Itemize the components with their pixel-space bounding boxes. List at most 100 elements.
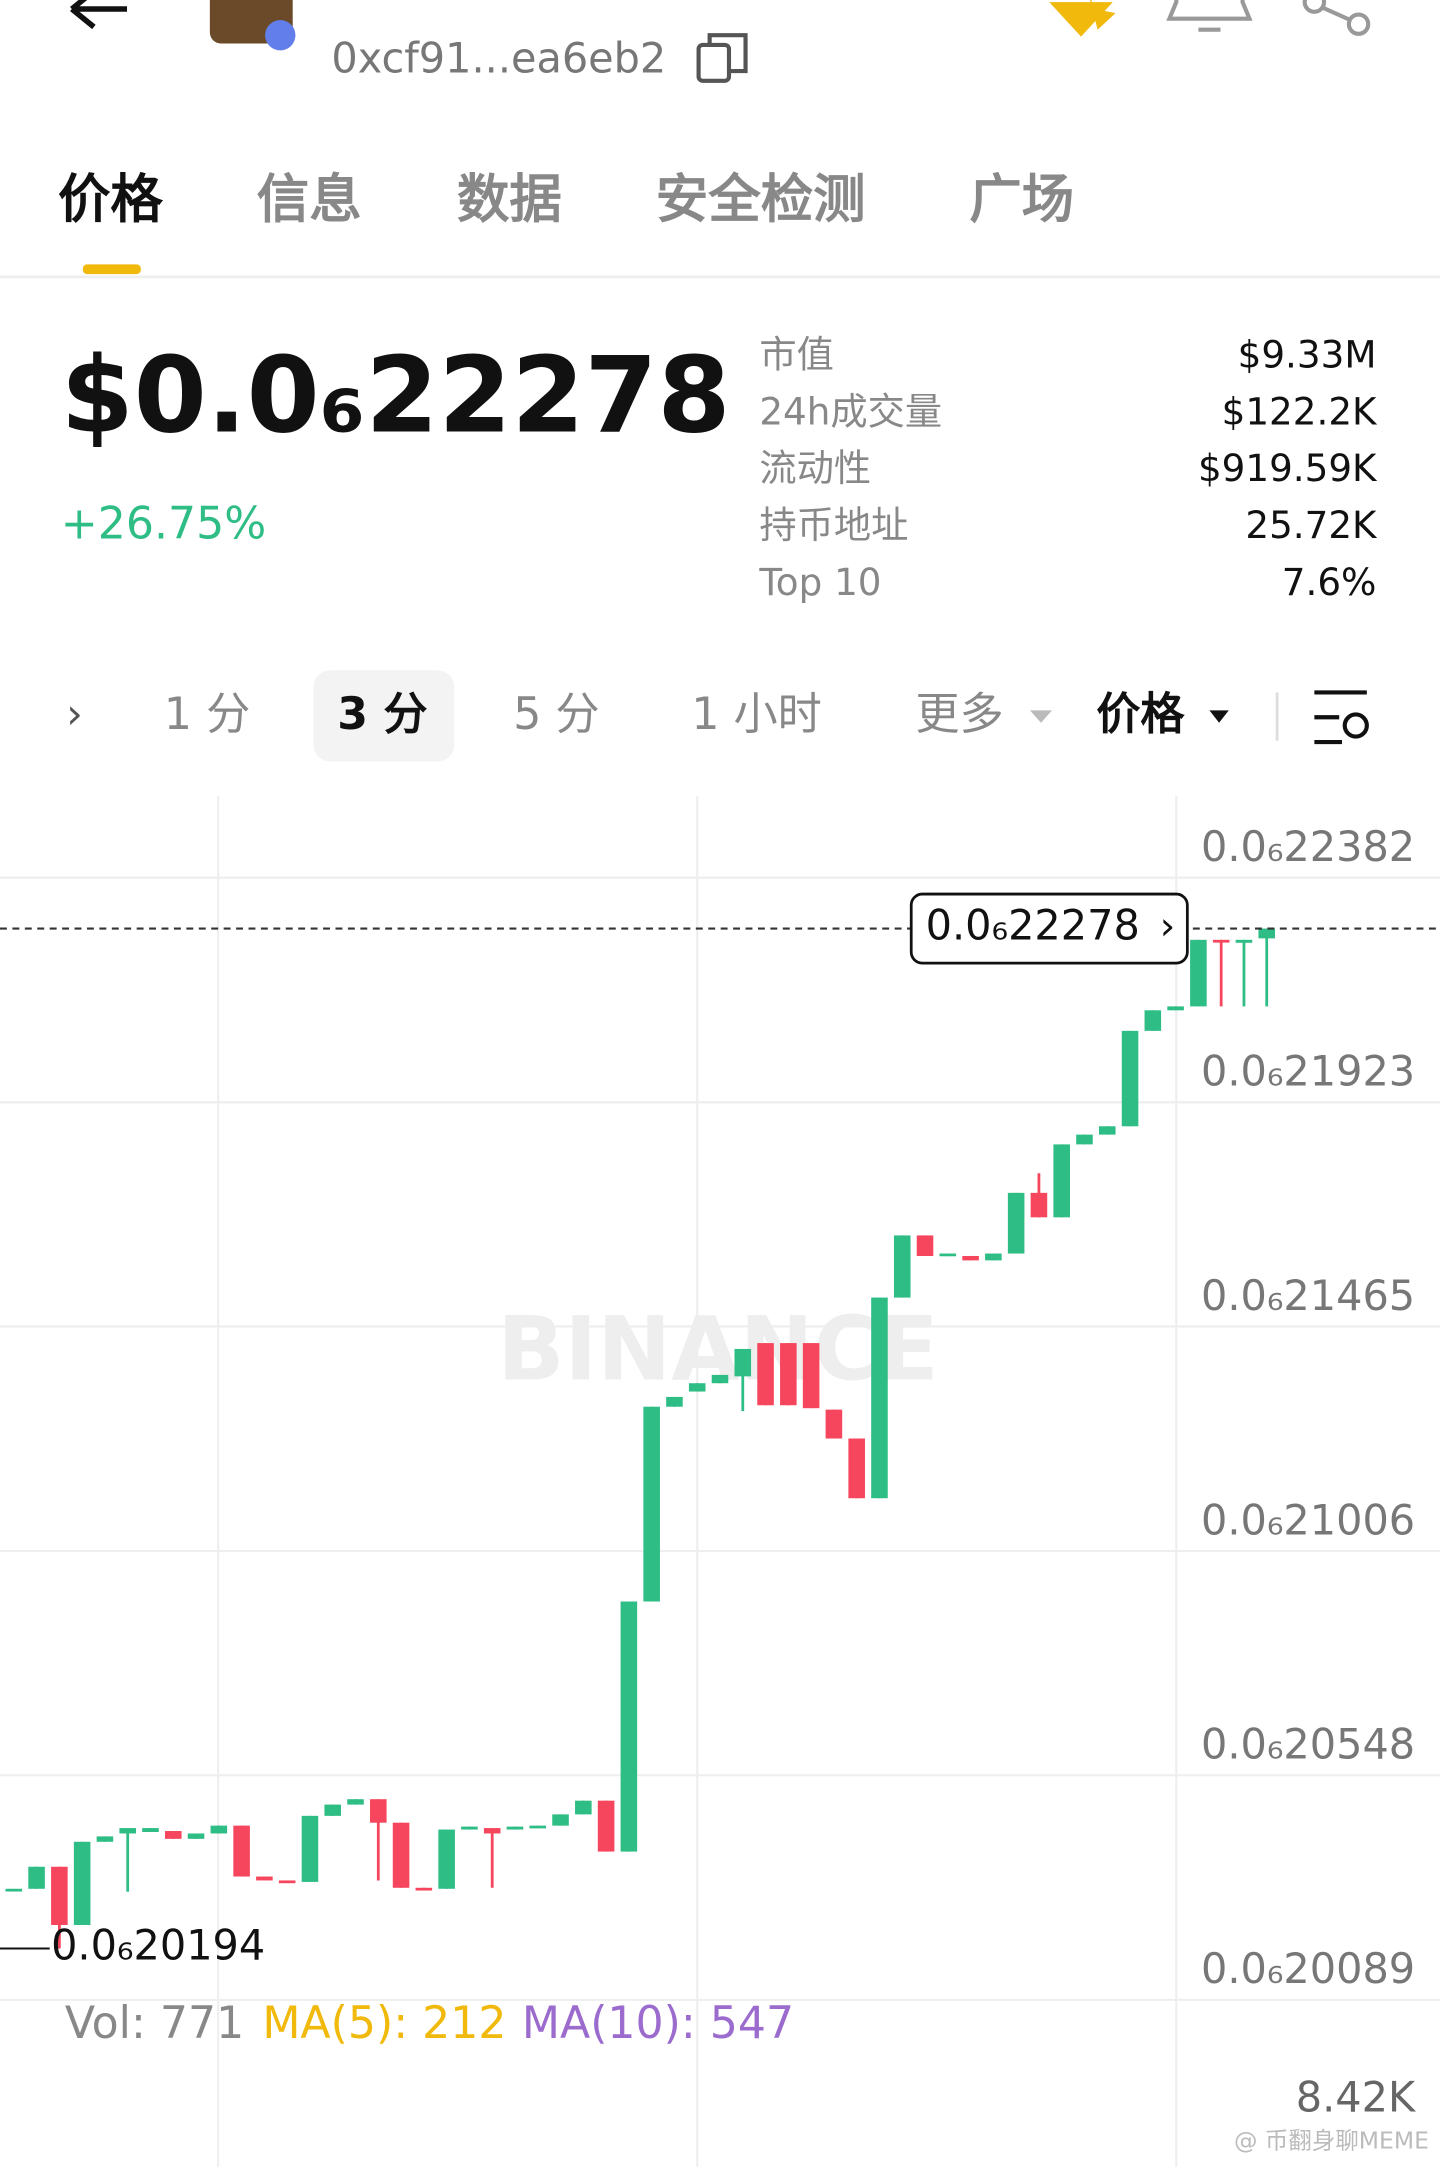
interval[interactable]: 1 分 — [164, 689, 250, 740]
price-caret — [1209, 710, 1229, 723]
stat-value: $919.59K — [1198, 446, 1378, 490]
candle-body — [233, 1825, 250, 1877]
candle-body — [1121, 1030, 1139, 1127]
candle-body — [1258, 928, 1276, 939]
tab[interactable]: 信息 — [257, 169, 362, 230]
candle-body — [871, 1297, 888, 1499]
stat-value: 25.72K — [1245, 503, 1378, 547]
stat-label: 流动性 — [759, 446, 871, 490]
copy-icon[interactable] — [696, 42, 732, 83]
candle-body — [370, 1799, 387, 1823]
candle-body — [164, 1831, 182, 1839]
price-change: +26.75% — [61, 499, 266, 550]
candle-body — [893, 1235, 911, 1298]
favorite-star[interactable] — [1049, 0, 1116, 37]
copy-icon-back — [707, 33, 748, 74]
interval[interactable]: 3 分 — [337, 689, 427, 740]
candle-body — [597, 1800, 615, 1852]
candle-body — [278, 1880, 296, 1884]
candle-body — [711, 1374, 729, 1384]
candle-body — [1053, 1144, 1070, 1218]
last-price-box[interactable] — [909, 892, 1189, 965]
y-tick-label: 0.0₆21006 — [1201, 1496, 1415, 1544]
candle-body — [5, 1888, 23, 1892]
candle-body — [802, 1343, 820, 1409]
interval[interactable]: 5 分 — [513, 689, 599, 740]
stats: 市值 $9.33M 24h成交量 $122.2K 流动性 $919.59K 持币地址 25.7… — [758, 332, 1378, 604]
interval-bar: 1 分 3 分 5 分 1 小时 更多 价格 — [164, 689, 1185, 740]
stat-label: 持币地址 — [759, 503, 908, 547]
last-price-arrow: › — [1160, 904, 1175, 949]
candle-body — [552, 1814, 569, 1826]
candle-body — [1212, 939, 1230, 943]
candle-body — [187, 1833, 205, 1839]
chart-settings-icon[interactable] — [1314, 690, 1369, 745]
stat-label: Top 10 — [758, 560, 881, 604]
stat-label: 市值 — [759, 332, 834, 376]
candle-body — [620, 1601, 638, 1852]
candle-body — [392, 1822, 410, 1888]
candle-body — [347, 1799, 364, 1805]
candle-body — [506, 1826, 524, 1830]
candle-body — [1007, 1192, 1025, 1254]
candle-body — [1098, 1126, 1116, 1135]
candle-body — [757, 1343, 774, 1406]
candle-body — [939, 1253, 957, 1257]
candle-body — [73, 1841, 91, 1925]
interval[interactable]: 价格 — [1096, 689, 1185, 740]
candle-body — [962, 1255, 979, 1261]
candle-body — [1235, 939, 1253, 943]
candle-body — [985, 1253, 1002, 1261]
last-price-label: 0.0₆22278 — [926, 902, 1140, 950]
candle-body — [256, 1876, 273, 1881]
candle-body — [324, 1804, 342, 1816]
price: $0.0₆22278 — [61, 334, 731, 456]
candle-body — [916, 1235, 934, 1256]
volume-label: Vol: 771 — [65, 1998, 244, 2049]
candle-body — [1144, 1010, 1162, 1031]
volume-max: 8.42K — [1296, 2074, 1417, 2122]
candle-body — [1190, 939, 1207, 1007]
back-button[interactable] — [70, 0, 128, 30]
candle-body — [1167, 1006, 1184, 1011]
credit: @ 币翻身聊MEME — [1234, 2127, 1429, 2155]
tab[interactable]: 广场 — [969, 169, 1074, 230]
candle-body — [415, 1887, 433, 1891]
scroll-left[interactable]: › — [66, 690, 83, 738]
share-icon[interactable] — [1302, 0, 1371, 36]
address[interactable]: 0xcf91...ea6eb2 — [331, 34, 666, 82]
low-marker-label: 0.0₆20194 — [51, 1921, 265, 1969]
y-tick-label: 0.0₆20089 — [1201, 1945, 1415, 1993]
candle-body — [96, 1836, 114, 1842]
tab[interactable]: 数据 — [457, 169, 562, 230]
candle-body — [688, 1383, 706, 1392]
tab-bar: 价格 信息 数据 安全检测 广场 — [58, 169, 1074, 230]
candle-body — [734, 1348, 752, 1377]
candle-body — [780, 1343, 797, 1406]
interval[interactable]: 更多 — [915, 689, 1003, 740]
active-tab-indicator — [82, 264, 141, 275]
candle-body — [529, 1825, 547, 1829]
candle-body — [825, 1409, 843, 1439]
y-tick-label: 0.0₆21465 — [1201, 1272, 1415, 1320]
bell-icon[interactable] — [1166, 0, 1253, 32]
candle-body — [301, 1815, 319, 1882]
tab[interactable]: 安全检测 — [656, 169, 866, 230]
candle-body — [142, 1828, 159, 1832]
candlestick-chart: 0.0₆22382 0.0₆21923 0.0₆21465 0.0₆21006 0.0₆… — [0, 823, 1440, 2001]
y-tick-label: 0.0₆20548 — [1201, 1721, 1415, 1769]
tab[interactable]: 价格 — [58, 169, 163, 230]
candle-body — [575, 1800, 592, 1815]
chain-badge — [265, 20, 296, 51]
stat-value: $9.33M — [1238, 332, 1377, 376]
watermark: BINANCE — [497, 1298, 939, 1401]
interval[interactable]: 1 小时 — [691, 689, 822, 740]
candle-body — [438, 1829, 455, 1889]
more-caret — [1029, 710, 1053, 723]
candle-body — [483, 1828, 501, 1834]
candle-body — [461, 1826, 478, 1830]
candle-body — [643, 1406, 660, 1602]
candle-body — [119, 1828, 136, 1834]
